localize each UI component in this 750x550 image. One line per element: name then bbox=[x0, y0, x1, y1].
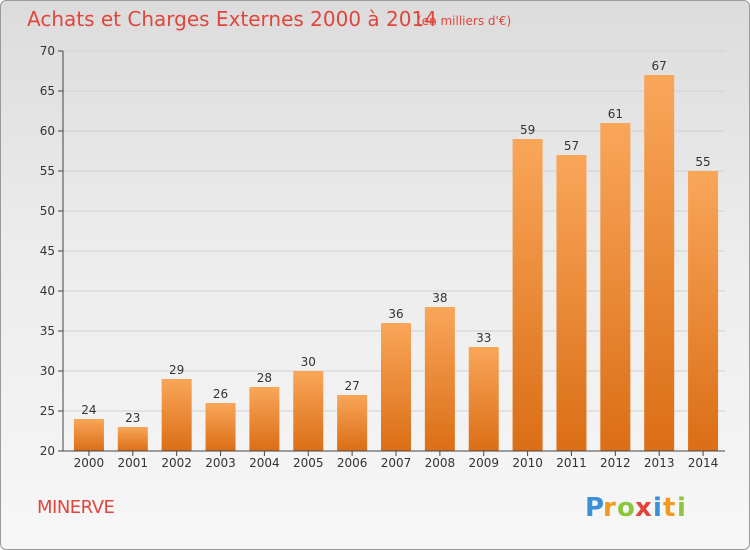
data-label-2006: 27 bbox=[344, 379, 359, 393]
x-tick-label-2006: 2006 bbox=[337, 456, 368, 470]
x-tick-label-2005: 2005 bbox=[293, 456, 324, 470]
bar-2012 bbox=[600, 123, 631, 451]
y-tick-label: 50 bbox=[40, 204, 55, 218]
x-tick-label-2007: 2007 bbox=[381, 456, 412, 470]
x-tick-label-2001: 2001 bbox=[118, 456, 149, 470]
bar-2014 bbox=[688, 171, 719, 451]
bar-2013 bbox=[644, 75, 675, 451]
y-tick-labels: 20 25 30 35 40 45 50 55 60 65 70 bbox=[40, 44, 63, 458]
data-label-2009: 33 bbox=[476, 331, 491, 345]
data-label-2008: 38 bbox=[432, 291, 447, 305]
x-tick-label-2013: 2013 bbox=[644, 456, 675, 470]
x-tick-label-2009: 2009 bbox=[468, 456, 499, 470]
svg-text:i: i bbox=[653, 493, 662, 523]
data-label-2007: 36 bbox=[388, 307, 403, 321]
bar-2009 bbox=[468, 347, 499, 451]
bar-2010 bbox=[512, 139, 543, 451]
commune-name: MINERVE bbox=[37, 497, 115, 518]
x-tick-label-2003: 2003 bbox=[205, 456, 236, 470]
x-tick-label-2002: 2002 bbox=[161, 456, 192, 470]
x-tick-label-2004: 2004 bbox=[249, 456, 280, 470]
y-tick-label: 55 bbox=[40, 164, 55, 178]
svg-text:i: i bbox=[677, 493, 686, 523]
data-label-2013: 67 bbox=[652, 59, 667, 73]
data-labels: 24 23 29 26 28 30 27 36 38 33 59 57 61 67 55 bbox=[81, 59, 710, 425]
y-tick-label: 45 bbox=[40, 244, 55, 258]
data-label-2003: 26 bbox=[213, 387, 228, 401]
y-tick-label: 25 bbox=[40, 404, 55, 418]
chart-subtitle: (en milliers d'€) bbox=[417, 14, 512, 28]
y-tick-label: 40 bbox=[40, 284, 55, 298]
x-tick-label-2014: 2014 bbox=[688, 456, 719, 470]
bar-2008 bbox=[424, 307, 455, 451]
x-tick-label-2000: 2000 bbox=[74, 456, 105, 470]
data-label-2001: 23 bbox=[125, 411, 140, 425]
y-tick-label: 65 bbox=[40, 84, 55, 98]
svg-text:o: o bbox=[617, 493, 635, 523]
bar-2003 bbox=[205, 403, 236, 451]
chart-title: Achats et Charges Externes 2000 à 2014 bbox=[27, 7, 437, 31]
data-label-2014: 55 bbox=[695, 155, 710, 169]
data-label-2011: 57 bbox=[564, 139, 579, 153]
bar-2004 bbox=[249, 387, 280, 451]
svg-text:t: t bbox=[663, 493, 675, 523]
x-tick-label-2008: 2008 bbox=[425, 456, 456, 470]
data-label-2012: 61 bbox=[608, 107, 623, 121]
bar-2002 bbox=[161, 379, 192, 451]
x-tick-label-2010: 2010 bbox=[512, 456, 543, 470]
y-tick-label: 70 bbox=[40, 44, 55, 58]
svg-text:P: P bbox=[585, 493, 604, 523]
y-tick-label: 60 bbox=[40, 124, 55, 138]
y-tick-label: 20 bbox=[40, 444, 55, 458]
x-tick-label-2012: 2012 bbox=[600, 456, 631, 470]
data-label-2005: 30 bbox=[301, 355, 316, 369]
data-label-2002: 29 bbox=[169, 363, 184, 377]
data-label-2004: 28 bbox=[257, 371, 272, 385]
bar-2006 bbox=[337, 395, 368, 451]
y-tick-label: 30 bbox=[40, 364, 55, 378]
bar-2001 bbox=[117, 427, 148, 451]
y-tick-label: 35 bbox=[40, 324, 55, 338]
bar-2011 bbox=[556, 155, 587, 451]
x-tick-labels: 2000 2001 2002 2003 2004 2005 2006 2007 2008 2009… bbox=[74, 451, 719, 470]
bar-2005 bbox=[293, 371, 324, 451]
svg-text:x: x bbox=[635, 493, 652, 523]
proxiti-logo: P r o x i t i bbox=[585, 493, 686, 523]
bar-2007 bbox=[381, 323, 411, 451]
data-label-2000: 24 bbox=[81, 403, 96, 417]
bar-2000 bbox=[73, 419, 104, 451]
x-tick-label-2011: 2011 bbox=[556, 456, 587, 470]
data-label-2010: 59 bbox=[520, 123, 535, 137]
bars bbox=[73, 75, 719, 451]
svg-text:r: r bbox=[603, 493, 616, 523]
